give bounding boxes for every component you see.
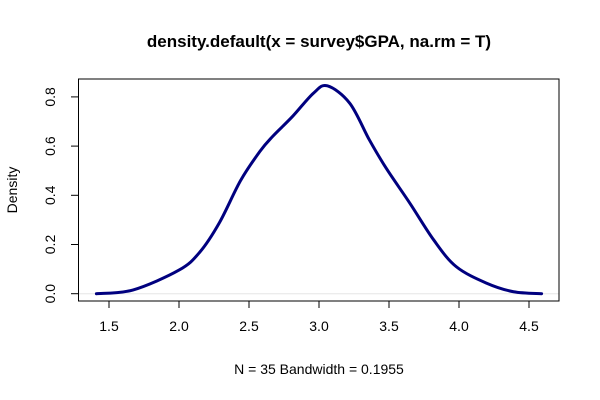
y-tick-label: 0.8 — [42, 87, 58, 107]
y-tick-label: 0.4 — [42, 185, 58, 205]
y-tick-label: 0.6 — [42, 136, 58, 156]
x-tick-label: 2.5 — [239, 318, 259, 334]
x-tick-label: 2.0 — [169, 318, 189, 334]
x-tick-label: 4.0 — [449, 318, 469, 334]
x-tick-label: 4.5 — [519, 318, 539, 334]
y-axis-label: Density — [4, 167, 20, 214]
x-axis: 1.5 2.0 2.5 3.0 3.5 4.0 4.5 — [99, 300, 539, 334]
plot-box — [78, 78, 560, 302]
y-tick-label: 0.2 — [42, 235, 58, 255]
density-curve — [94, 83, 544, 296]
chart-title: density.default(x = survey$GPA, na.rm = … — [147, 32, 491, 51]
x-axis-label: N = 35 Bandwidth = 0.1955 — [234, 361, 404, 377]
y-tick-label: 0.0 — [42, 284, 58, 304]
x-tick-label: 3.5 — [379, 318, 399, 334]
x-tick-label: 3.0 — [309, 318, 329, 334]
y-axis: 0.0 0.2 0.4 0.6 0.8 — [42, 87, 79, 303]
x-tick-label: 1.5 — [99, 318, 119, 334]
